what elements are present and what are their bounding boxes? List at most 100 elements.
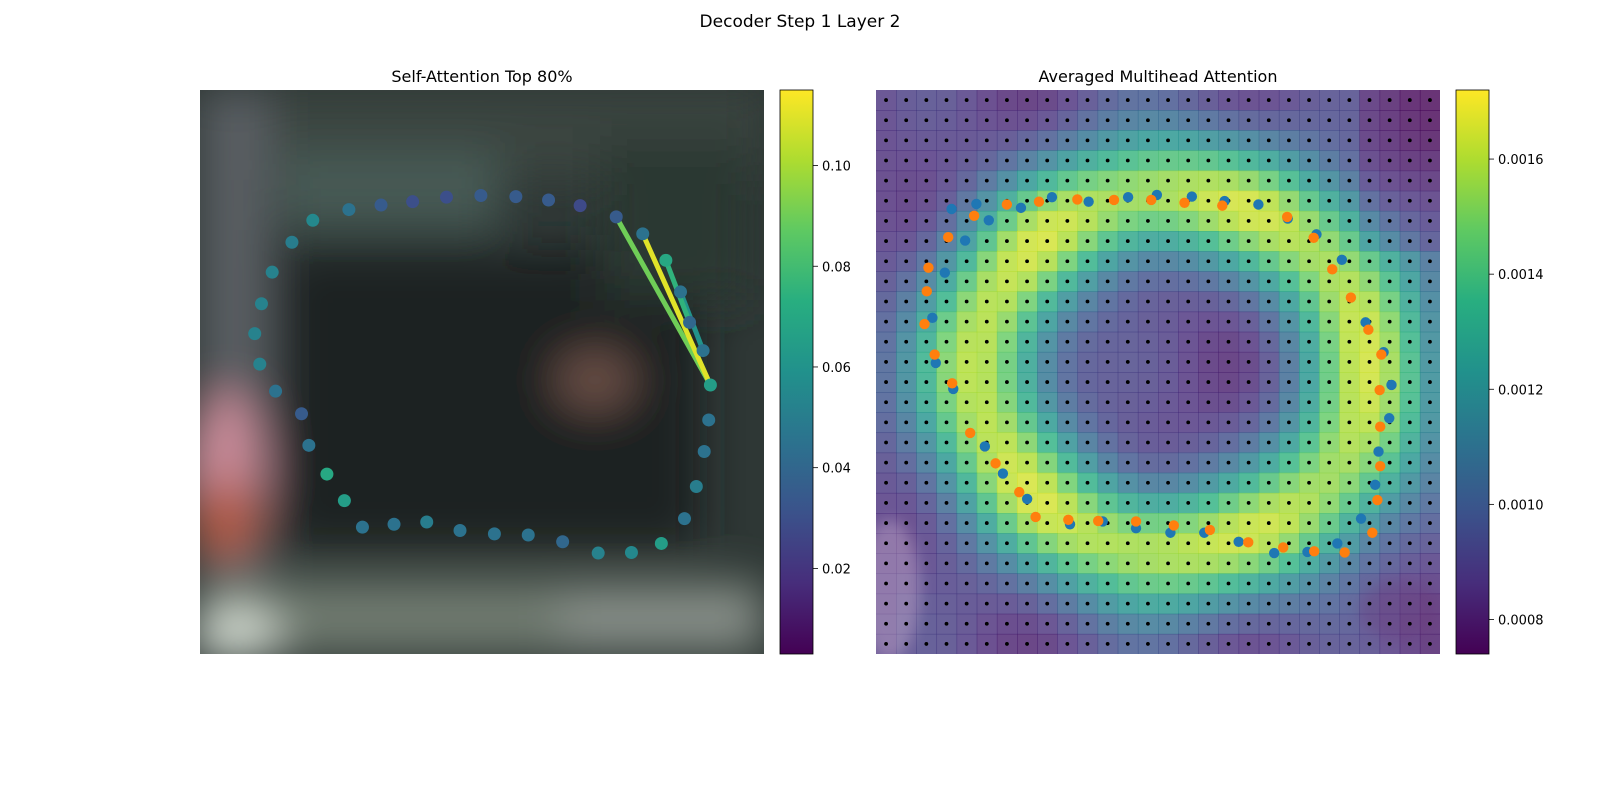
grid-dot	[1005, 541, 1009, 546]
grid-dot	[1287, 561, 1291, 566]
orange-point	[1308, 232, 1319, 243]
grid-dot	[924, 521, 929, 525]
grid-dot	[1206, 178, 1211, 183]
grid-dot	[964, 299, 969, 304]
grid-dot	[884, 299, 888, 304]
grid-dot	[1125, 118, 1130, 123]
orange-point	[1030, 511, 1041, 523]
grid-dot	[1065, 259, 1070, 264]
grid-dot	[924, 480, 929, 485]
grid-dot	[1307, 521, 1311, 525]
grid-dot	[1307, 259, 1311, 264]
grid-dot	[1266, 642, 1271, 646]
grid-dot	[1186, 642, 1191, 646]
grid-dot	[904, 259, 909, 264]
grid-dot	[884, 339, 888, 344]
grid-dot	[1327, 299, 1332, 304]
grid-dot	[1125, 178, 1130, 183]
grid-dot	[1206, 339, 1211, 344]
contour-point	[624, 545, 638, 559]
orange-point	[929, 349, 940, 360]
orange-point	[1376, 349, 1387, 360]
grid-dot	[884, 279, 888, 284]
grid-dot	[1005, 400, 1009, 405]
grid-dot	[1166, 360, 1170, 364]
grid-dot	[984, 198, 989, 203]
grid-dot	[1166, 178, 1170, 183]
grid-dot	[1065, 198, 1070, 203]
grid-dot	[1065, 581, 1070, 586]
grid-dot	[1025, 239, 1029, 243]
grid-dot	[944, 319, 949, 324]
grid-dot	[1045, 501, 1050, 505]
grid-dot	[944, 601, 949, 606]
grid-dot	[1045, 360, 1050, 364]
grid-dot	[944, 138, 949, 143]
grid-dot	[1327, 178, 1332, 183]
grid-dot	[1166, 239, 1170, 243]
grid-dot	[1206, 158, 1211, 163]
grid-dot	[964, 521, 969, 525]
contour-point	[677, 512, 691, 526]
orange-point	[990, 458, 1001, 469]
grid-dot	[1226, 400, 1231, 405]
grid-dot	[1065, 380, 1070, 384]
grid-dot	[1025, 118, 1029, 123]
grid-dot	[924, 158, 929, 163]
grid-dot	[1407, 521, 1412, 525]
grid-dot	[1105, 118, 1110, 123]
orange-point	[1146, 194, 1157, 206]
grid-dot	[1005, 98, 1009, 102]
blue-point	[1336, 254, 1348, 265]
grid-dot	[1307, 480, 1311, 485]
grid-dot	[1005, 138, 1009, 143]
grid-dot	[1246, 501, 1251, 505]
grid-dot	[1125, 521, 1130, 525]
grid-dot	[1367, 642, 1372, 646]
grid-dot	[1327, 621, 1332, 626]
grid-dot	[1287, 380, 1291, 384]
grid-dot	[1387, 360, 1392, 364]
grid-dot	[1085, 460, 1090, 465]
grid-dot	[1146, 319, 1150, 324]
grid-dot	[924, 239, 929, 243]
grid-dot	[1005, 319, 1009, 324]
grid-dot	[1025, 279, 1029, 284]
grid-dot	[1166, 118, 1170, 123]
contour-point	[265, 265, 279, 279]
grid-dot	[1226, 501, 1231, 505]
grid-dot	[964, 98, 969, 102]
grid-dot	[1125, 219, 1130, 223]
grid-dot	[1206, 460, 1211, 465]
grid-dot	[1025, 339, 1029, 344]
attention-line	[614, 215, 713, 387]
grid-dot	[924, 501, 929, 505]
grid-dot	[1287, 642, 1291, 646]
grid-dot	[1287, 198, 1291, 203]
grid-dot	[1226, 460, 1231, 465]
grid-dot	[1428, 339, 1432, 344]
grid-dot	[1045, 219, 1050, 223]
grid-dot	[924, 440, 929, 445]
grid-dot	[1347, 561, 1352, 566]
grid-dot	[1407, 158, 1412, 163]
grid-dot	[1025, 621, 1029, 626]
grid-dot	[964, 440, 969, 445]
grid-dot	[1105, 501, 1110, 505]
grid-dot	[1327, 581, 1332, 586]
grid-dot	[1065, 541, 1070, 546]
grid-dot	[1065, 219, 1070, 223]
grid-dot	[1125, 642, 1130, 646]
grid-dot	[1125, 561, 1130, 566]
contour-point	[474, 188, 488, 202]
grid-dot	[1206, 259, 1211, 264]
grid-dot	[1387, 621, 1392, 626]
blue-point	[1186, 191, 1198, 202]
grid-dot	[1307, 158, 1311, 163]
grid-dot	[1387, 138, 1392, 143]
grid-dot	[924, 541, 929, 546]
grid-dot	[1085, 581, 1090, 586]
grid-dot	[984, 561, 989, 566]
grid-dot	[1226, 581, 1231, 586]
grid-dot	[1025, 601, 1029, 606]
